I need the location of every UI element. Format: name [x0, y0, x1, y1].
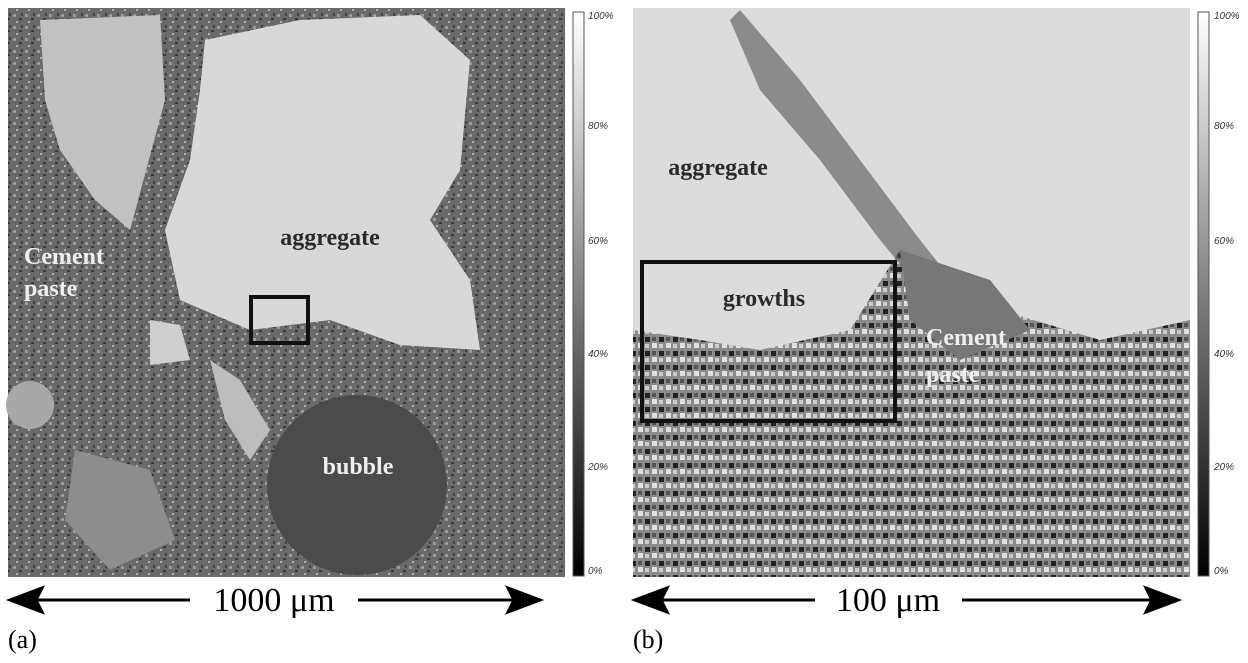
- scale-label: 100 μm: [836, 582, 940, 619]
- annotation: Cement: [24, 244, 104, 270]
- colorbar-label: 80%: [588, 121, 608, 132]
- colorbar-label: 20%: [587, 462, 608, 473]
- colorbar-label: 0%: [1214, 566, 1229, 577]
- annotation: aggregate: [668, 155, 768, 181]
- colorbar-label: 60%: [588, 236, 608, 247]
- colorbar-label: 100%: [588, 11, 614, 22]
- colorbar-label: 0%: [588, 566, 603, 577]
- annotation: paste: [926, 362, 980, 388]
- panel-a: aggregate Cement paste bubble 100% 80% 6…: [6, 8, 614, 654]
- annotation: Cement: [926, 325, 1006, 351]
- colorbar-label: 20%: [1213, 462, 1234, 473]
- annotation: paste: [24, 276, 78, 302]
- region: [6, 381, 54, 429]
- colorbar-label: 60%: [1214, 236, 1234, 247]
- panel-label: (a): [8, 625, 37, 654]
- figure: aggregate Cement paste bubble 100% 80% 6…: [0, 0, 1248, 658]
- panel-b: aggregate growths Cement paste 100% 80% …: [633, 8, 1240, 654]
- bubble-region: [267, 395, 447, 575]
- panel-label: (b): [633, 625, 663, 654]
- colorbar: [573, 12, 584, 576]
- colorbar-label: 40%: [1214, 349, 1234, 360]
- aggregate-region: [165, 15, 480, 350]
- annotation: growths: [723, 286, 805, 312]
- annotation: bubble: [323, 454, 394, 480]
- scale-label: 1000 μm: [213, 582, 334, 619]
- colorbar-label: 80%: [1214, 121, 1234, 132]
- colorbar-label: 100%: [1214, 11, 1240, 22]
- colorbar-label: 40%: [588, 349, 608, 360]
- annotation: aggregate: [280, 225, 380, 251]
- colorbar: [1198, 12, 1209, 576]
